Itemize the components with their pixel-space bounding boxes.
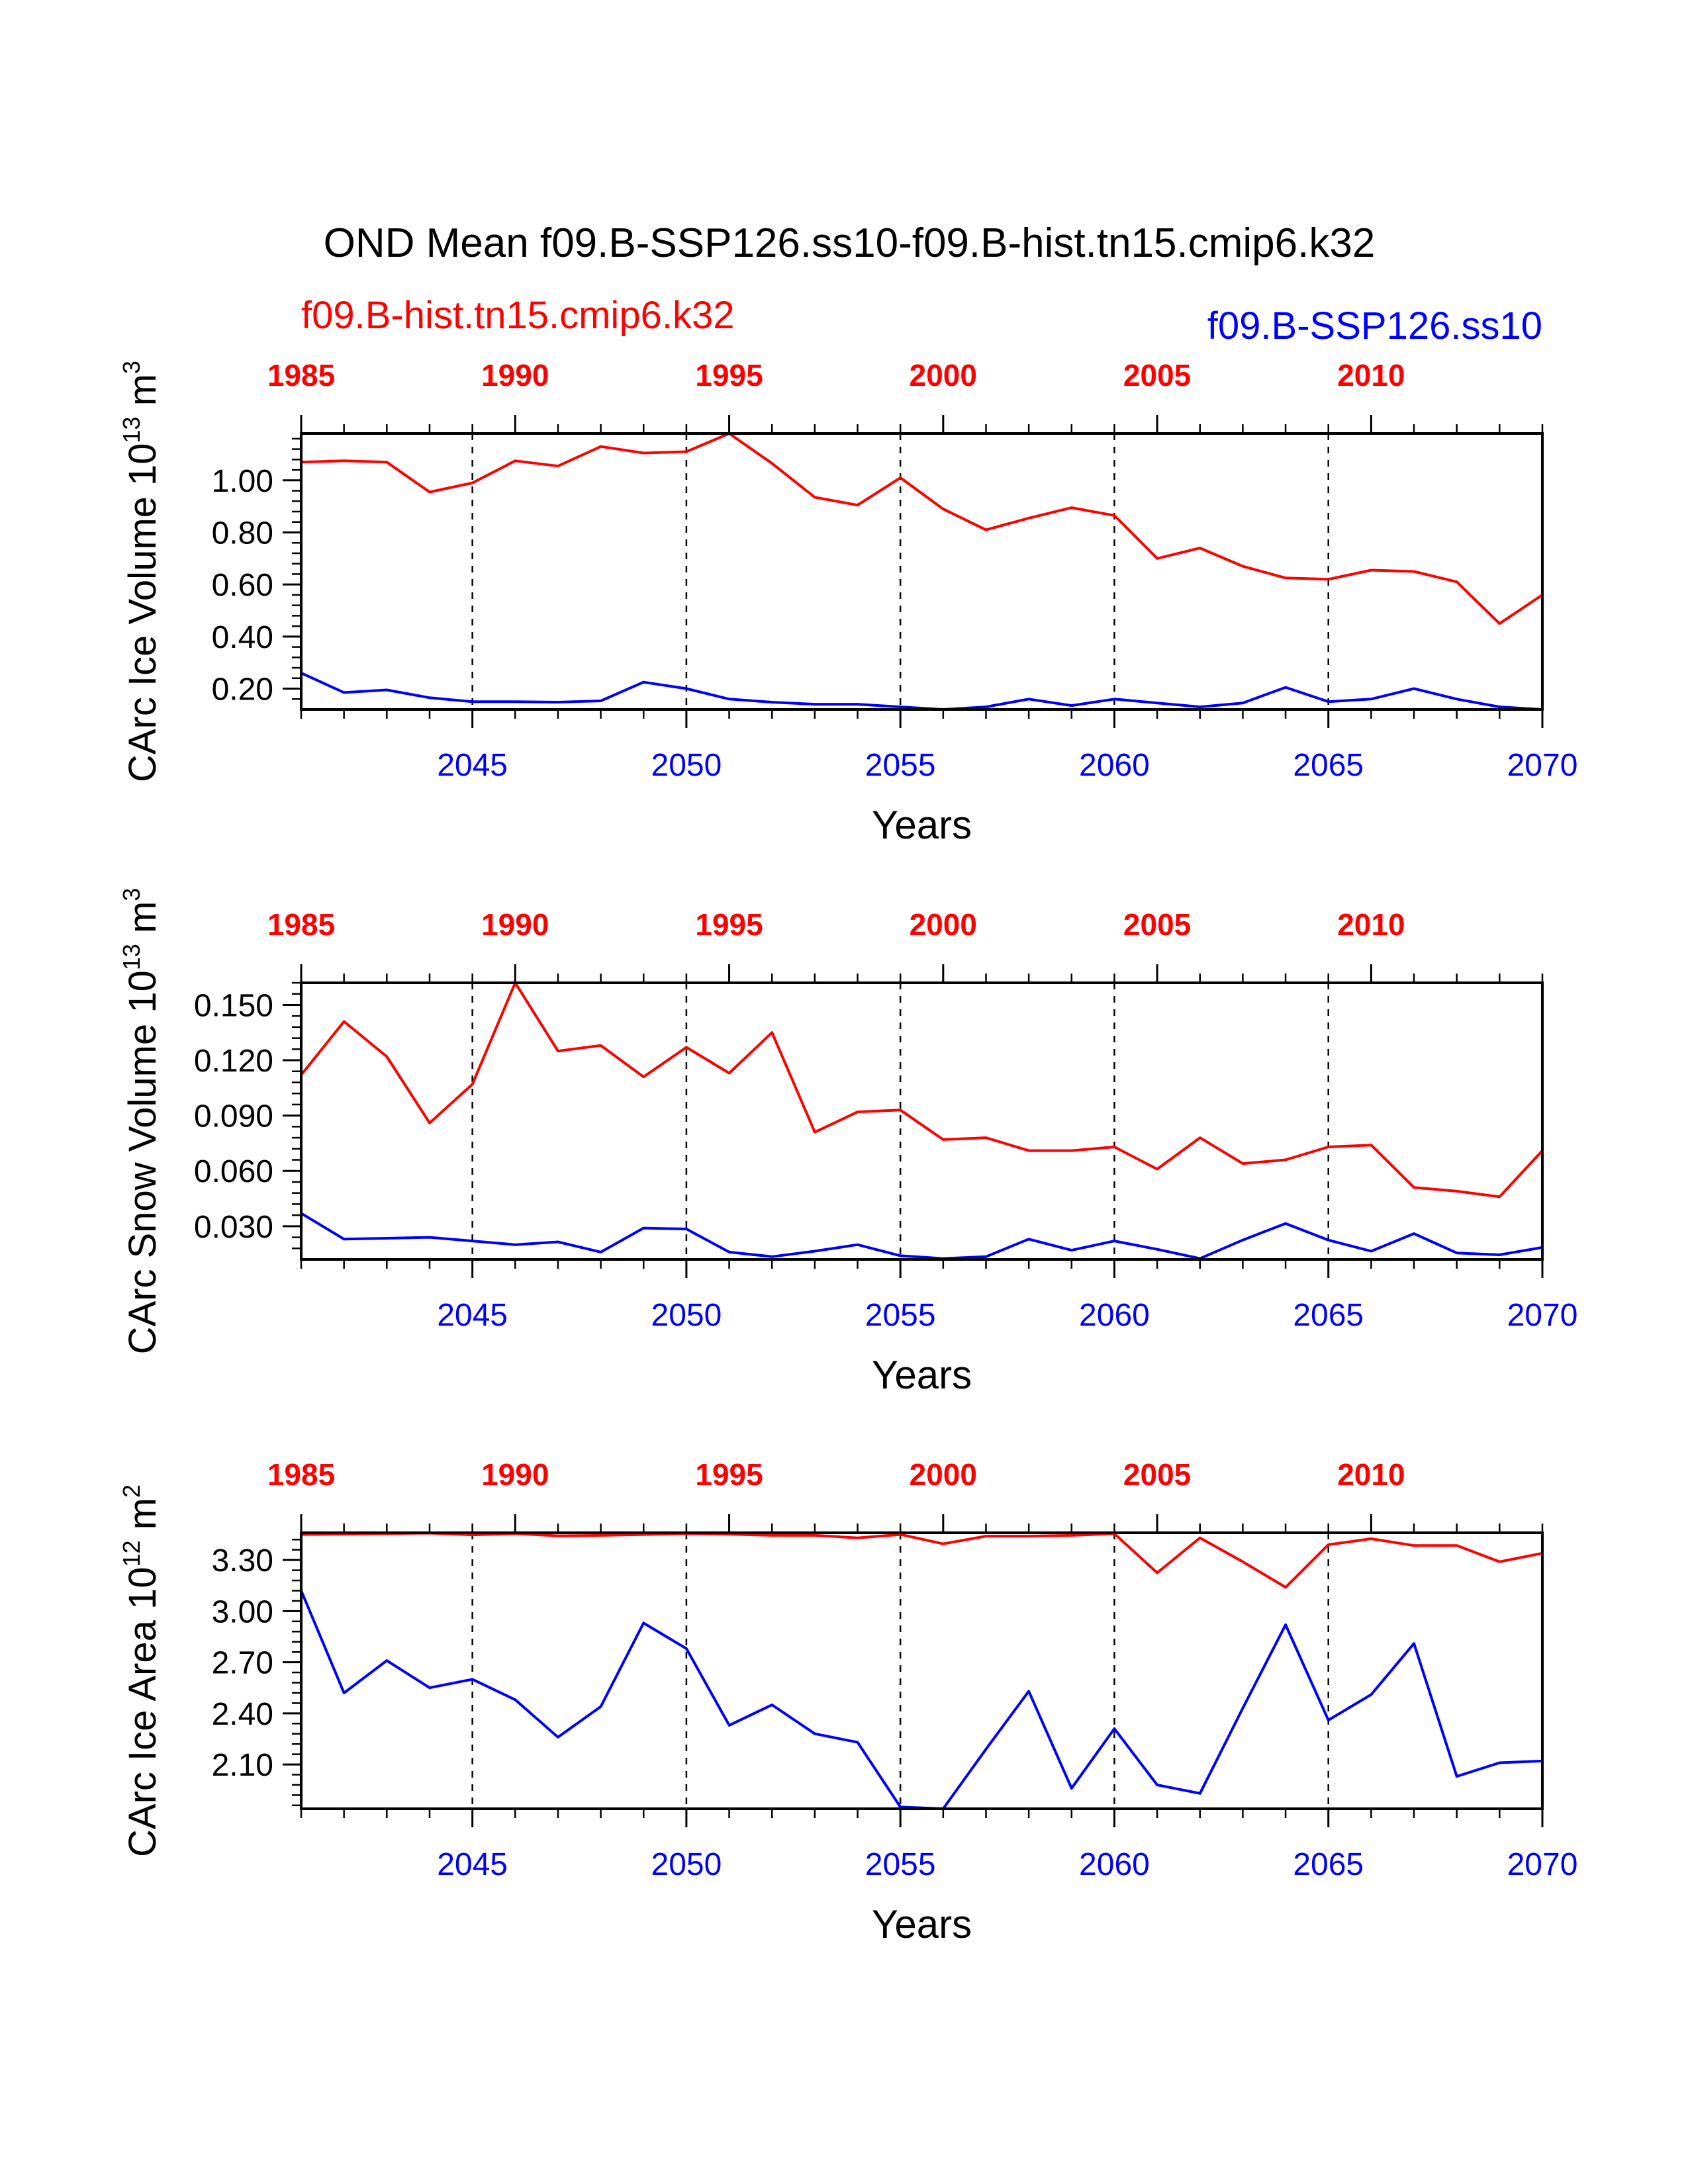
x-bottom-tick-label: 2065	[1293, 748, 1364, 783]
x-bottom-tick-label: 2050	[651, 1298, 722, 1333]
series-line-red	[300, 981, 1544, 1199]
y-tick-label: 3.00	[212, 1594, 273, 1629]
x-bottom-tick-label: 2060	[1079, 748, 1150, 783]
y-tick-label: 2.40	[212, 1697, 273, 1732]
x-bottom-tick-label: 2060	[1079, 1298, 1150, 1333]
y-axis-title-main: CArc Ice Area 10	[121, 1567, 164, 1857]
series-line-red	[301, 432, 1544, 625]
x-bottom-tick-label: 2055	[865, 1298, 936, 1333]
x-bottom-tick-label: 2045	[437, 1847, 508, 1882]
x-bottom-tick-label: 2055	[865, 748, 936, 783]
y-tick-label: 0.80	[212, 516, 273, 551]
y-tick-label: 0.40	[212, 620, 273, 655]
series-line-red	[301, 1531, 1543, 1589]
x-top-tick-label: 2010	[1337, 1457, 1405, 1492]
y-tick-label: 0.090	[194, 1099, 273, 1134]
x-top-tick-label: 1985	[267, 1457, 335, 1492]
plot-frame	[300, 981, 1544, 1261]
x-top-tick-label: 2000	[910, 358, 977, 392]
y-axis-title: CArc Snow Volume 1013 m3	[118, 888, 164, 1355]
y-axis-title-unit: m	[121, 374, 164, 416]
panel-1: 0.20 0.40 0.60 0.80 1.00 2045 2050 2055 2060 2065…	[118, 358, 1577, 847]
x-bottom-tick-label: 2070	[1507, 748, 1578, 783]
y-axis-title-unit-exponent: 2	[118, 1484, 145, 1498]
x-top-tick-label: 2010	[1337, 907, 1405, 942]
x-axis-title: Years	[872, 803, 972, 847]
x-top-tick-label: 2000	[910, 907, 977, 942]
series-line-blue	[300, 1590, 1543, 1810]
y-tick-label: 2.10	[212, 1748, 273, 1783]
x-bottom-tick-label: 2050	[651, 748, 722, 783]
y-tick-label: 0.20	[212, 672, 273, 707]
y-tick-label: 2.70	[212, 1646, 273, 1681]
chart-title: OND Mean f09.B-SSP126.ss10-f09.B-hist.tn…	[324, 220, 1376, 266]
y-axis-title-unit-exponent: 3	[118, 361, 145, 374]
x-axis-title: Years	[872, 1353, 972, 1397]
y-axis-title-main: CArc Ice Volume 10	[121, 443, 164, 782]
series-line-blue	[301, 672, 1543, 711]
y-tick-label: 0.060	[194, 1154, 273, 1189]
y-axis-title-exponent: 12	[118, 1540, 145, 1567]
x-axis-title: Years	[872, 1902, 972, 1946]
x-bottom-tick-label: 2055	[865, 1847, 936, 1882]
y-tick-label: 0.150	[194, 988, 273, 1023]
legend-red-label: f09.B-hist.tn15.cmip6.k32	[301, 294, 734, 337]
legend-blue-label: f09.B-SSP126.ss10	[1207, 304, 1542, 347]
y-axis-title-exponent: 13	[118, 944, 145, 970]
x-top-tick-label: 2005	[1123, 1457, 1191, 1492]
x-top-tick-label: 2010	[1337, 358, 1405, 392]
x-top-tick-label: 1990	[481, 907, 549, 942]
x-top-tick-label: 1995	[695, 358, 763, 392]
x-top-tick-label: 1990	[481, 358, 549, 392]
x-bottom-tick-label: 2065	[1293, 1847, 1364, 1882]
plot-frame	[300, 432, 1544, 711]
x-bottom-tick-label: 2060	[1079, 1847, 1150, 1882]
x-top-tick-label: 2000	[910, 1457, 977, 1492]
y-axis-title: CArc Ice Volume 1013 m3	[118, 361, 164, 782]
y-axis-title-main: CArc Snow Volume 10	[121, 970, 164, 1354]
x-bottom-tick-label: 2050	[651, 1847, 722, 1882]
x-top-tick-label: 1995	[695, 1457, 763, 1492]
panel-2: 0.030 0.060 0.090 0.120 0.150 2045 2050 2055 206…	[118, 888, 1577, 1397]
y-tick-label: 0.030	[194, 1210, 273, 1245]
plot-frame	[300, 1531, 1544, 1810]
y-tick-label: 0.60	[212, 568, 273, 603]
x-top-tick-label: 1985	[267, 907, 335, 942]
y-axis-title-unit: m	[121, 901, 164, 944]
y-axis-title: CArc Ice Area 1012 m2	[118, 1484, 164, 1857]
x-bottom-tick-label: 2065	[1293, 1298, 1364, 1333]
y-axis-title-exponent: 13	[118, 416, 145, 443]
x-bottom-tick-label: 2070	[1507, 1847, 1578, 1882]
x-top-tick-label: 1995	[695, 907, 763, 942]
x-top-tick-label: 1985	[267, 358, 335, 392]
y-axis-title-unit: m	[121, 1498, 164, 1540]
x-top-tick-label: 2005	[1123, 907, 1191, 942]
y-axis-title-unit-exponent: 3	[118, 888, 145, 901]
x-bottom-tick-label: 2045	[437, 1298, 508, 1333]
y-tick-label: 3.30	[212, 1543, 273, 1578]
y-tick-label: 1.00	[212, 464, 273, 499]
series-line-blue	[300, 1212, 1543, 1260]
y-tick-label: 0.120	[194, 1044, 273, 1079]
x-bottom-tick-label: 2070	[1507, 1298, 1578, 1333]
x-top-tick-label: 1990	[481, 1457, 549, 1492]
x-bottom-tick-label: 2045	[437, 748, 508, 783]
x-top-tick-label: 2005	[1123, 358, 1191, 392]
panel-3: 2.10 2.40 2.70 3.00 3.30 2045 2050 2055 2060 2065…	[118, 1457, 1577, 1946]
